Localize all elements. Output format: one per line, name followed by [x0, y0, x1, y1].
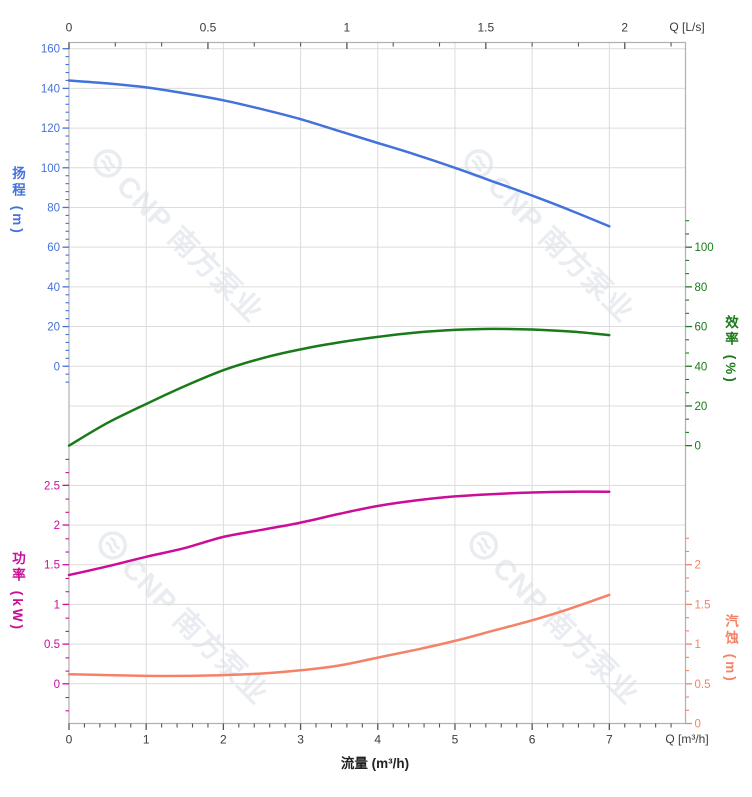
brand-watermark: CNP 南方泵业 [87, 520, 279, 712]
tick-label: 100 [41, 163, 60, 175]
tick-label: 2 [54, 520, 60, 532]
cnp-logo-icon [87, 142, 129, 184]
tick-label: 0 [695, 441, 701, 453]
tick-label: 2 [695, 560, 701, 572]
tick-label: 1.5 [695, 599, 711, 611]
tick-label: 1.5 [477, 21, 494, 35]
head-axis-title: 扬程 (m) [10, 166, 25, 236]
tick-label: 1 [54, 599, 60, 611]
efficiency-axis-ticks: 100 80 60 40 20 0 [685, 220, 714, 453]
tick-label: 0.5 [695, 679, 711, 691]
tick-label: 2 [621, 21, 628, 35]
tick-label: 60 [47, 242, 60, 254]
tick-label: 1 [344, 21, 351, 35]
npsh-axis-title: 汽蚀 (m) [723, 614, 738, 684]
tick-label: 20 [47, 322, 60, 334]
efficiency-axis-title: 效率 (%) [723, 315, 738, 385]
tick-label: 100 [695, 242, 714, 254]
tick-label: 1 [143, 733, 150, 747]
tick-label: 0 [54, 361, 60, 373]
head-axis-ticks: 160 140 120 100 80 60 40 20 0 [41, 44, 69, 383]
tick-label: 0 [695, 718, 701, 730]
tick-label: 3 [297, 733, 304, 747]
tick-label: 80 [47, 202, 60, 214]
tick-label: 5 [452, 733, 459, 747]
tick-label: 40 [695, 361, 708, 373]
tick-label: 60 [695, 322, 708, 334]
brand-watermark: CNP 南方泵业 [458, 520, 650, 712]
tick-label: 40 [47, 282, 60, 294]
top-axis-unit-label: Q [L/s] [669, 20, 705, 34]
npsh-axis-ticks: 2 1.5 1 0.5 0 [685, 537, 711, 730]
head-curve [67, 79, 611, 228]
tick-label: 20 [695, 401, 708, 413]
tick-label: 1 [695, 639, 701, 651]
tick-label: 0 [66, 21, 73, 35]
gridlines [69, 42, 686, 724]
tick-label: 0.5 [200, 21, 217, 35]
efficiency-curve [67, 327, 611, 447]
cnp-logo-icon [92, 524, 134, 566]
tick-label: 80 [695, 282, 708, 294]
cnp-logo-icon [463, 524, 505, 566]
top-axis-ticks: 0 0.5 1 1.5 2 [66, 21, 672, 49]
tick-label: 160 [41, 44, 60, 56]
npsh-curve [67, 593, 611, 678]
x-axis-title: 流量 (m³/h) [340, 756, 410, 771]
tick-label: 6 [529, 733, 536, 747]
tick-label: 1.5 [44, 560, 60, 572]
tick-label: 120 [41, 123, 60, 135]
tick-label: 0 [54, 679, 60, 691]
bottom-axis-unit-label: Q [m³/h] [665, 732, 709, 746]
tick-label: 140 [41, 83, 60, 95]
power-axis-ticks: 2.5 2 1.5 1 0.5 0 [44, 458, 69, 712]
tick-label: 0 [66, 733, 73, 747]
power-axis-title: 功率 (kW) [10, 551, 25, 632]
tick-label: 4 [374, 733, 381, 747]
bottom-axis-ticks: 0 1 2 3 4 5 6 7 [66, 723, 672, 747]
power-curve [67, 490, 611, 577]
plot-border [68, 41, 687, 725]
tick-label: 2.5 [44, 480, 60, 492]
tick-label: 2 [220, 733, 227, 747]
tick-label: 0.5 [44, 639, 60, 651]
brand-watermark: CNP 南方泵业 [82, 138, 274, 330]
tick-label: 7 [606, 733, 613, 747]
